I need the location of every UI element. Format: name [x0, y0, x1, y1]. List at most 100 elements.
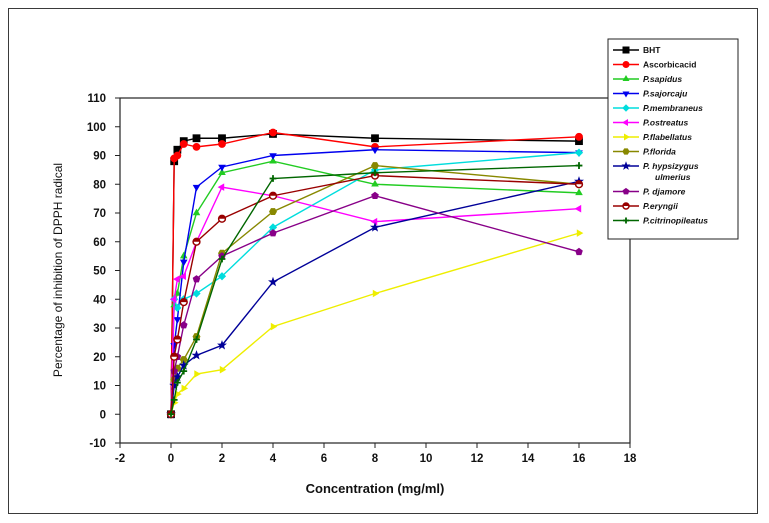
data-point — [172, 275, 180, 283]
legend-item: P.membraneus — [613, 103, 703, 113]
data-point — [574, 148, 584, 157]
data-point-fill — [193, 238, 200, 242]
y-axis-title: Percentage of inhibition of DPPH radical — [51, 163, 65, 377]
data-point-fill — [170, 353, 178, 357]
legend-label: P.sapidus — [643, 74, 682, 84]
data-point-fill — [218, 215, 226, 219]
legend-item: P. djamore — [613, 187, 686, 197]
legend-marker — [623, 217, 629, 224]
data-point — [181, 384, 189, 393]
y-tick-label: 110 — [87, 93, 106, 105]
data-point — [269, 156, 277, 164]
data-point — [179, 356, 188, 364]
data-point — [219, 365, 227, 374]
data-point — [371, 134, 379, 143]
data-point — [575, 162, 583, 169]
data-point — [192, 275, 201, 283]
data-point — [192, 142, 201, 151]
series-line — [170, 164, 580, 415]
x-tick-label: 18 — [624, 453, 637, 465]
series-line — [170, 180, 580, 415]
data-point — [179, 321, 188, 329]
data-point-fill — [269, 192, 277, 196]
data-point — [217, 340, 227, 350]
data-point — [269, 128, 277, 137]
data-point — [179, 140, 188, 148]
series-p-ostreatus — [166, 183, 582, 419]
legend-label: P.membraneus — [643, 103, 703, 113]
y-tick-label: 20 — [93, 352, 106, 364]
y-tick-label: 40 — [93, 294, 106, 306]
data-point — [371, 169, 379, 177]
y-tick-label: -10 — [89, 438, 106, 450]
legend-label: P.sajorcaju — [643, 89, 688, 99]
legend-marker — [622, 61, 630, 68]
data-point — [370, 222, 380, 232]
legend-marker — [622, 187, 630, 195]
legend-label: Ascorbicacid — [643, 60, 696, 70]
y-tick-label: 30 — [93, 323, 106, 335]
series-p-flabellatus — [168, 229, 584, 419]
data-point — [372, 289, 380, 298]
data-point — [192, 134, 201, 143]
legend-item: P.citrinopileatus — [613, 216, 708, 226]
legend-marker-fill — [623, 203, 629, 206]
data-point — [269, 153, 277, 160]
y-tick-label: 60 — [93, 237, 106, 249]
data-point — [179, 272, 186, 281]
data-point — [576, 229, 584, 237]
x-tick-label: -2 — [115, 453, 125, 465]
data-point — [371, 162, 379, 170]
legend-marker — [622, 148, 630, 155]
data-point — [169, 295, 177, 304]
legend-label: P. djamore — [643, 187, 686, 197]
data-point — [269, 229, 277, 237]
data-point — [574, 204, 582, 213]
y-tick-label: 70 — [93, 208, 106, 220]
data-point — [269, 175, 277, 182]
series-line — [170, 160, 580, 415]
series-p-hypsizygus-ulmerius — [166, 176, 584, 419]
x-tick-label: 10 — [420, 453, 433, 465]
data-point — [170, 367, 179, 375]
x-tick-label: 16 — [573, 453, 586, 465]
legend-item: P.eryngii — [613, 201, 678, 211]
data-point — [167, 410, 175, 418]
y-tick-label: 50 — [93, 266, 106, 278]
data-point — [269, 208, 277, 216]
series-p-membraneus — [166, 148, 584, 419]
data-point — [218, 255, 226, 263]
data-point — [218, 164, 226, 172]
series-lines — [166, 128, 584, 419]
data-point — [218, 168, 226, 175]
data-point — [268, 223, 278, 232]
data-point — [217, 183, 225, 191]
legend-item: P.flabellatus — [613, 132, 692, 142]
legend-label: P.eryngii — [643, 201, 678, 211]
data-point — [575, 188, 583, 196]
y-tick-label: 10 — [93, 381, 106, 393]
legend-label: P.flabellatus — [643, 132, 692, 142]
series-p-eryngii — [166, 171, 584, 419]
series-p-citrinopileatus — [167, 162, 583, 418]
legend-label: P.ostreatus — [643, 118, 688, 128]
x-tick-label: 6 — [321, 453, 327, 465]
legend-item: P.florida — [613, 147, 676, 157]
legend-label: P.citrinopileatus — [643, 216, 708, 226]
legend-label: P. hypsizygus ulmerius — [643, 161, 699, 182]
data-point — [194, 370, 201, 378]
axis-ticks: -2 0 2 4 6 8 10 12 14 16 18 -10 0 10 20 30 40 50 60 70 80 90 1… — [87, 93, 637, 465]
data-point-fill — [180, 298, 188, 303]
legend-item: BHT — [613, 45, 661, 55]
data-point — [217, 272, 227, 281]
y-tick-label: 90 — [93, 151, 106, 163]
x-tick-label: 2 — [219, 453, 225, 465]
data-point — [173, 379, 181, 387]
data-point — [371, 179, 379, 187]
data-point — [270, 322, 278, 331]
series-line — [170, 164, 580, 415]
data-point — [192, 184, 201, 192]
legend-marker — [622, 104, 630, 112]
x-tick-label: 12 — [471, 453, 484, 465]
